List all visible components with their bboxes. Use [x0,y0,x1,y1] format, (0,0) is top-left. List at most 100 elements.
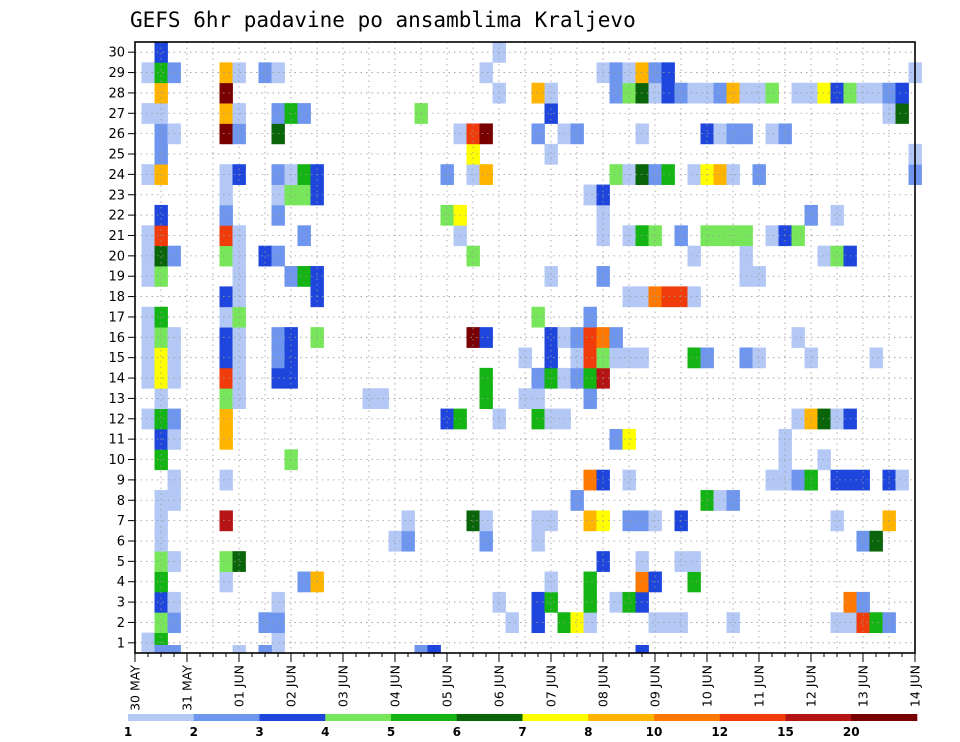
heatmap-cell [830,469,844,491]
heatmap-cell [661,612,675,634]
heatmap-cell [232,327,246,348]
heatmap-cell [154,408,168,430]
heatmap-cell [713,123,727,145]
x-tick-label: 04 JUN [388,665,403,707]
heatmap-cell [154,551,168,572]
legend-swatch [128,714,195,721]
heatmap-cell [440,204,454,226]
x-tick-label: 06 JUN [492,665,507,707]
heatmap-cell [765,82,779,104]
heatmap-cell [531,612,545,634]
x-tick-label: 09 JUN [648,665,663,707]
heatmap-cell [583,367,597,389]
legend-label: 1 [124,725,132,739]
heatmap-cell [479,367,493,389]
heatmap-cell [544,408,558,430]
heatmap-cell [544,591,558,613]
heatmap-cell [258,245,272,267]
heatmap-cell [544,82,558,104]
x-tick-label: 11 JUN [752,665,767,707]
heatmap-cell [154,591,168,613]
heatmap-cell [141,225,155,247]
heatmap-cell [687,551,701,572]
heatmap-cell [141,632,155,654]
heatmap-cell [167,645,181,653]
heatmap-cell [687,347,701,369]
heatmap-cell [583,306,597,328]
heatmap-cell [531,123,545,145]
heatmap-cell [856,591,870,613]
color-legend: 1 2 3 4 5 6 7 8 10 12 15 20 [124,714,918,739]
heatmap-cell [375,388,389,409]
heatmap-cell [791,469,805,491]
heatmap-cell [154,645,168,653]
heatmap-cell [479,62,493,84]
heatmap-cell [284,327,298,348]
heatmap-cell [674,612,688,634]
heatmap-cell [219,367,233,389]
heatmap-cell [791,225,805,247]
y-tick-label: 16 [108,331,125,346]
heatmap-cell [141,327,155,348]
heatmap-cell [609,164,623,185]
heatmap-cell [258,62,272,84]
heatmap-cell [869,612,883,634]
y-tick-label: 13 [108,392,125,407]
heatmap-cell [154,612,168,634]
heatmap-cell [466,245,480,267]
y-tick-label: 20 [108,249,125,264]
heatmap-cell [219,551,233,572]
legend-swatch [851,714,918,721]
heatmap-cell [505,612,519,634]
heatmap-cell [687,245,701,267]
legend-label: 10 [646,725,663,739]
legend-label: 20 [843,725,860,739]
heatmap-cell [622,286,636,308]
heatmap-cell [297,571,311,593]
heatmap-cell [609,82,623,104]
heatmap-cell [583,591,597,613]
heatmap-cell [232,245,246,267]
heatmap-cell [869,530,883,552]
heatmap-cell [895,82,909,104]
heatmap-cell [219,347,233,369]
heatmap-cell [752,266,766,287]
heatmap-cell [297,225,311,247]
legend-swatch [391,714,458,721]
heatmap-cell [284,184,298,206]
legend-label: 5 [387,725,395,739]
heatmap-cell [531,306,545,328]
x-tick-label: 02 JUN [284,665,299,707]
y-tick-label: 29 [108,66,125,81]
heatmap-cell [466,143,480,165]
heatmap-cell [583,327,597,348]
legend-swatch [785,714,852,721]
chart-title: GEFS 6hr padavine po ansamblima Kraljevo [130,8,636,32]
y-tick-label: 10 [108,453,125,468]
y-tick-label: 21 [108,229,125,244]
y-tick-label: 2 [117,616,125,631]
heatmap-cell [141,306,155,328]
heatmap-cell [570,123,584,145]
heatmap-cell [570,612,584,634]
heatmap-cell [804,469,818,491]
heatmap-cell [752,82,766,104]
heatmap-cell [154,143,168,165]
legend-label: 2 [190,725,198,739]
heatmap-cell [440,408,454,430]
x-tick-label: 01 JUN [232,665,247,707]
y-tick-label: 11 [108,433,125,448]
heatmap-cell [154,449,168,471]
heatmap-cell [583,347,597,369]
heatmap-cell [648,62,662,84]
heatmap-cell [817,408,831,430]
heatmap-cell [479,530,493,552]
legend-label: 7 [518,725,526,739]
y-tick-label: 6 [117,534,125,549]
legend-label: 3 [255,725,263,739]
heatmap-cell [219,204,233,226]
legend-label: 4 [321,725,329,739]
y-tick-label: 18 [108,290,125,305]
heatmap-cell [765,469,779,491]
heatmap-cell [713,164,727,185]
